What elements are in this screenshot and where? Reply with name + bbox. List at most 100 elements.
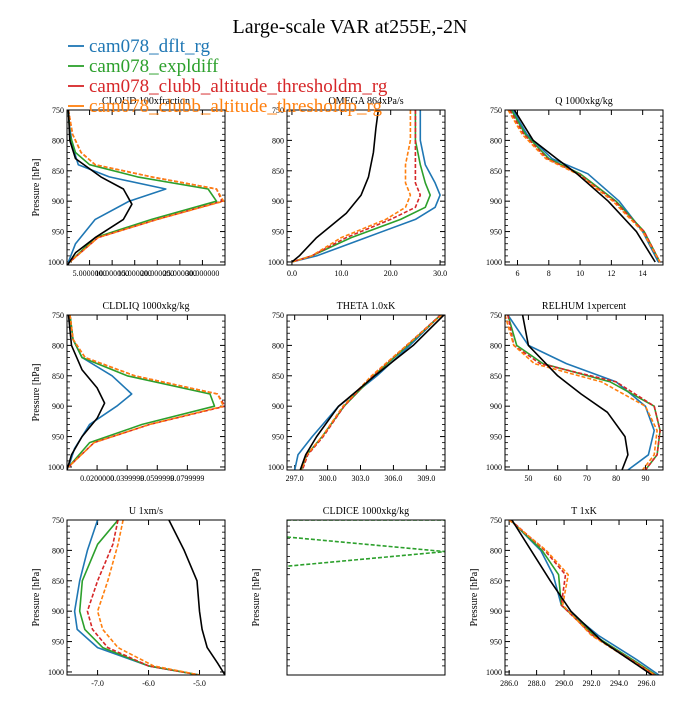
series-line <box>67 315 216 468</box>
y-tick-label: 900 <box>272 197 284 206</box>
y-tick-label: 850 <box>272 372 284 381</box>
x-tick-label: 60 <box>554 474 562 483</box>
y-tick-label: 950 <box>490 433 502 442</box>
y-tick-label: 1000 <box>48 258 64 267</box>
series-line <box>67 315 106 470</box>
y-tick-label: 1000 <box>268 258 284 267</box>
y-tick-label: 950 <box>52 228 64 237</box>
series-line <box>511 520 653 675</box>
plot-frame <box>504 314 664 471</box>
series-line <box>299 315 445 470</box>
x-tick-label: 286.0 <box>500 679 518 688</box>
x-tick-label: 0.0200000 <box>80 474 114 483</box>
y-tick-label: 950 <box>272 433 284 442</box>
y-axis-label: Pressure [hPa] <box>31 568 42 626</box>
x-tick-label: -5.0 <box>193 679 206 688</box>
x-tick-label: 309.0 <box>417 474 435 483</box>
panel-title: CLDLIQ 1000xkg/kg <box>103 301 190 312</box>
legend-label: cam078_dflt_rg <box>89 36 211 57</box>
y-tick-label: 800 <box>52 136 64 145</box>
y-tick-label: 900 <box>490 197 502 206</box>
series-line <box>509 520 656 675</box>
y-tick-label: 800 <box>52 341 64 350</box>
x-tick-label: 5.0000000 <box>73 269 107 278</box>
y-tick-label: 800 <box>490 136 502 145</box>
series-line <box>78 520 200 675</box>
series-line <box>505 315 658 470</box>
x-tick-label: 30.000000 <box>185 269 219 278</box>
x-tick-label: 306.0 <box>384 474 402 483</box>
y-tick-label: 1000 <box>48 668 64 677</box>
y-tick-label: 850 <box>490 372 502 381</box>
panel-title: OMEGA 864xPa/s <box>328 96 403 107</box>
x-tick-label: 292.0 <box>583 679 601 688</box>
x-tick-label: 6 <box>516 269 520 278</box>
y-tick-label: 850 <box>52 577 64 586</box>
y-tick-label: 850 <box>490 577 502 586</box>
y-axis-label: Pressure [hPa] <box>31 363 42 421</box>
series-group <box>67 315 225 470</box>
y-axis-label: Pressure [hPa] <box>469 568 480 626</box>
panels: CLOUD 100xfraction Pressure [hPa] 750 800 85… <box>31 96 664 688</box>
x-tick-label: 10.000000 <box>95 269 129 278</box>
y-tick-label: 900 <box>490 402 502 411</box>
series-group <box>507 110 661 263</box>
x-tick-label: 297.0 <box>286 474 304 483</box>
y-tick-label: 850 <box>52 372 64 381</box>
y-tick-label: 800 <box>272 136 284 145</box>
panel-3: Q 1000xkg/kg 750 800 850 900 950 1000 6 8 10 12 14 <box>486 96 664 278</box>
series-line <box>510 110 661 263</box>
y-tick-label: 750 <box>490 516 502 525</box>
x-tick-label: 303.0 <box>352 474 370 483</box>
legend-entry: cam078_expldiff <box>68 56 219 77</box>
y-tick-label: 900 <box>272 402 284 411</box>
x-tick-label: -7.0 <box>91 679 104 688</box>
x-tick-label: 70 <box>583 474 591 483</box>
y-tick-label: 1000 <box>486 258 502 267</box>
series-line <box>168 520 225 675</box>
x-tick-label: 15.000000 <box>118 269 152 278</box>
panel-title: RELHUM 1xpercent <box>542 301 626 312</box>
y-tick-label: 950 <box>272 228 284 237</box>
series-group <box>293 315 445 470</box>
series-line <box>67 315 225 468</box>
y-tick-label: 850 <box>490 167 502 176</box>
x-tick-label: 0.0599999 <box>140 474 174 483</box>
x-tick-label: 0.0 <box>287 269 297 278</box>
series-line <box>509 520 660 675</box>
series-line <box>512 110 660 263</box>
panel-title: T 1xK <box>571 506 597 517</box>
plot-frame <box>66 519 226 676</box>
panel-6: RELHUM 1xpercent 750 800 850 900 950 1000 50 60 7… <box>486 301 664 483</box>
panel-title: U 1xm/s <box>129 506 163 517</box>
x-tick-label: 25.000000 <box>163 269 197 278</box>
y-tick-label: 950 <box>490 228 502 237</box>
x-tick-label: 20.0 <box>384 269 398 278</box>
y-tick-label: 850 <box>52 167 64 176</box>
y-axis-label: Pressure [hPa] <box>251 568 262 626</box>
y-tick-label: 900 <box>52 197 64 206</box>
panel-title: CLOUD 100xfraction <box>102 96 190 107</box>
y-tick-label: 750 <box>52 311 64 320</box>
series-group <box>508 520 660 675</box>
series-line <box>291 110 412 263</box>
series-line <box>507 315 661 470</box>
y-tick-label: 750 <box>52 516 64 525</box>
y-tick-label: 900 <box>52 402 64 411</box>
y-tick-label: 750 <box>52 106 64 115</box>
panel-title: Q 1000xkg/kg <box>555 96 613 107</box>
y-tick-label: 950 <box>52 638 64 647</box>
series-line <box>293 315 442 470</box>
panel-8: CLDICE 1000xkg/kg Pressure [hPa] <box>251 506 446 676</box>
x-tick-label: 0.0399999 <box>110 474 144 483</box>
series-line <box>67 315 225 468</box>
panel-title: CLDICE 1000xkg/kg <box>323 506 409 517</box>
series-line <box>291 110 380 263</box>
y-tick-label: 850 <box>272 167 284 176</box>
series-group <box>73 520 225 675</box>
y-tick-label: 800 <box>52 546 64 555</box>
panel-9: T 1xK Pressure [hPa] 750 800 850 900 950 1000 28… <box>469 506 664 688</box>
series-line <box>291 110 432 263</box>
x-tick-label: -6.0 <box>142 679 155 688</box>
y-tick-label: 1000 <box>268 463 284 472</box>
